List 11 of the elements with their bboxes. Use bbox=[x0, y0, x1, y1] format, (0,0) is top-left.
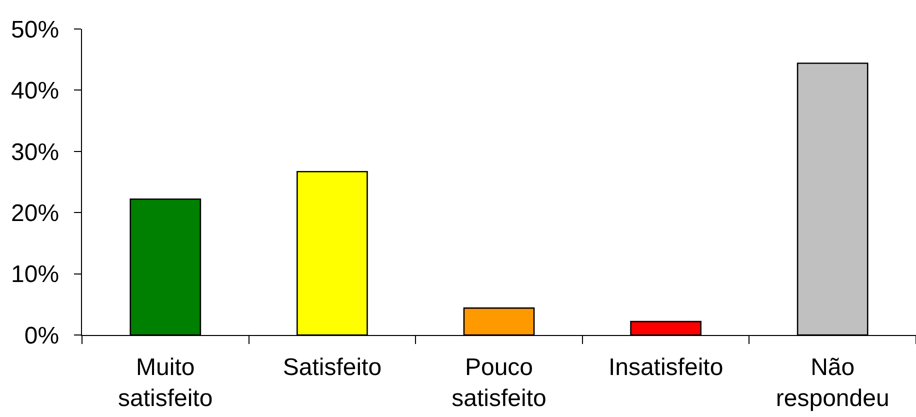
x-tick-label: Pouco satisfeito bbox=[452, 354, 546, 412]
y-tick-label: 30% bbox=[11, 138, 60, 166]
x-tick-label: Muito satisfeito bbox=[118, 354, 213, 412]
y-tick-label: 40% bbox=[11, 78, 60, 105]
x-tick-label: Não respondeu bbox=[776, 354, 890, 412]
x-tick-label: Insatisfeito bbox=[608, 354, 724, 381]
x-tick-label: Satisfeito bbox=[282, 354, 382, 381]
y-tick-label: 0% bbox=[24, 322, 60, 350]
y-tick-label: 50% bbox=[11, 16, 60, 44]
y-tick-label: 10% bbox=[11, 261, 60, 288]
y-tick-label: 20% bbox=[11, 200, 60, 227]
